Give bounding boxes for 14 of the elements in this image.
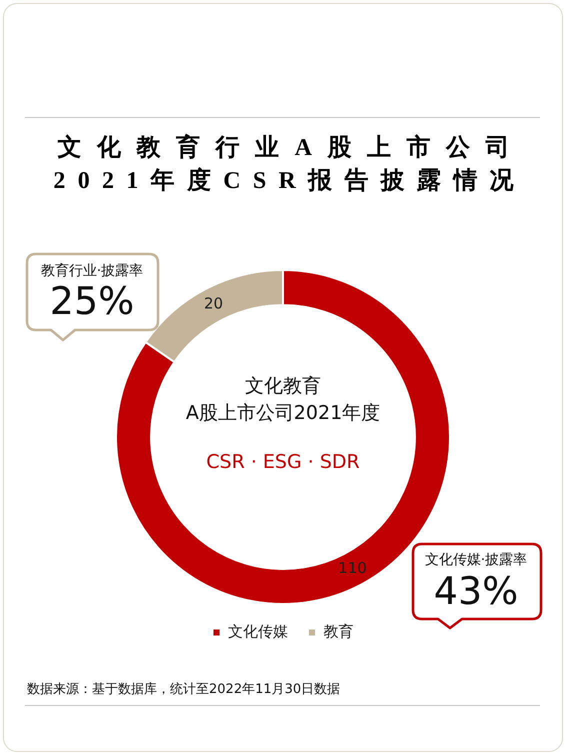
text: 文化传媒·披露率 xyxy=(424,552,528,568)
text: 教育行业·披露率 xyxy=(40,262,144,280)
chart-subtitle: 2021年度CSR报告披露情况 xyxy=(52,166,527,196)
data-label: 110 xyxy=(338,559,367,578)
text: CSR · ESG · SDR xyxy=(205,450,361,474)
legend-label: 教育 xyxy=(324,622,354,640)
source-note: 数据来源：基于数据库，统计至2022年11月30日数据 xyxy=(27,682,340,698)
data-label: 20 xyxy=(204,294,224,313)
text: 文化教育 xyxy=(244,374,322,398)
chart-title: 文化教育行业A股上市公司 xyxy=(56,133,526,163)
text: 25% xyxy=(50,279,134,324)
legend-label: 文化传媒 xyxy=(228,622,288,640)
text: 43% xyxy=(434,569,518,614)
text: A股上市公司2021年度 xyxy=(184,400,382,426)
